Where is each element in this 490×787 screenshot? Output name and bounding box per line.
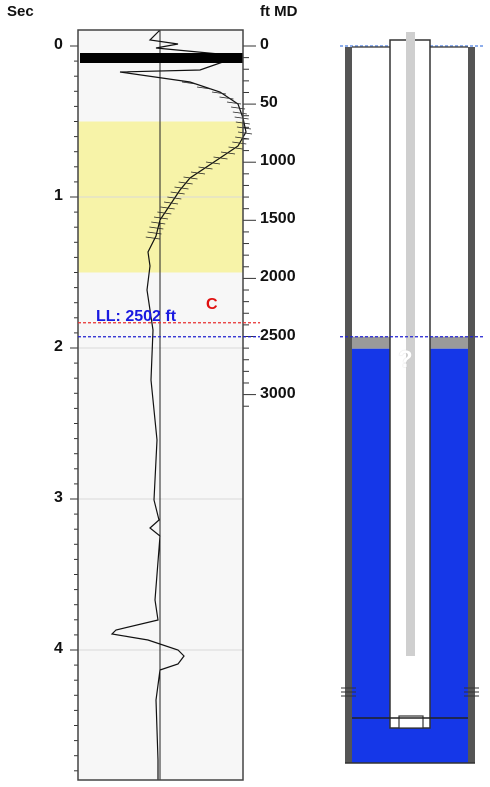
- sucker-rod: [406, 32, 415, 656]
- depth-tick-label: 3000: [260, 384, 296, 402]
- trace-hatch-mark: [232, 111, 247, 115]
- sec-tick-label: 4: [54, 640, 63, 657]
- depth-tick-label: 1000: [260, 152, 296, 170]
- trace-hatch-mark: [181, 81, 197, 85]
- trace-hatch-mark: [151, 221, 166, 225]
- sec-tick-label: 2: [54, 338, 63, 355]
- sec-tick-label: 0: [54, 36, 63, 53]
- trace-hatch-mark: [149, 226, 164, 230]
- trace-hatch-mark: [190, 171, 206, 175]
- sec-tick-label: 1: [54, 187, 63, 204]
- depth-tick-label: 50: [260, 94, 278, 112]
- trace-hatch-mark: [183, 176, 198, 180]
- trace-hatch-mark: [234, 116, 249, 120]
- depth-tick-label: 0: [260, 36, 269, 53]
- trace-hatch-mark: [196, 86, 212, 90]
- pump-icon: [398, 715, 424, 729]
- acoustic-trace-line: [110, 29, 247, 780]
- trace-hatch-mark: [157, 211, 172, 215]
- trace-hatch-mark: [235, 136, 250, 140]
- collar-marks-icon: [341, 687, 479, 697]
- trace-hatch-mark: [178, 181, 193, 185]
- trace-hatch-mark: [220, 151, 236, 155]
- unknown-pump-state-label: ?: [398, 346, 413, 373]
- trace-hatch-mark: [237, 131, 253, 135]
- depth-axis-header: ft MD: [260, 3, 298, 20]
- trace-hatch-mark: [167, 196, 182, 200]
- trace-hatch-mark: [170, 191, 185, 195]
- trace-hatch-mark: [236, 126, 251, 130]
- depth-tick-label: 2500: [260, 326, 296, 344]
- trace-hatch-mark: [228, 146, 243, 150]
- marker-c-label: C: [206, 295, 218, 313]
- depth-tick-label: 2000: [260, 268, 296, 286]
- casing-wall-left: [345, 47, 352, 763]
- sec-tick-label: 3: [54, 489, 63, 506]
- liquid-level-label: LL: 2502 ft: [96, 307, 177, 325]
- trace-hatch-mark: [163, 201, 179, 205]
- trace-hatch-mark: [153, 216, 169, 220]
- trace-hatch-mark: [145, 236, 160, 240]
- trace-panel-border: [77, 29, 244, 781]
- trace-hatch-mark: [160, 206, 175, 210]
- depth-tick-label: 1500: [260, 210, 296, 228]
- trace-hatch-mark: [147, 231, 162, 235]
- trace-hatch-mark: [198, 166, 213, 170]
- trace-hatch-mark: [174, 186, 189, 190]
- casing-wall-right: [468, 47, 475, 763]
- trace-hatch-mark: [219, 96, 234, 100]
- sec-axis-header: Sec: [7, 3, 34, 20]
- trace-hatch-mark: [211, 91, 227, 95]
- top-noise-burst: [80, 53, 243, 63]
- trace-hatch-mark: [213, 156, 228, 160]
- trace-hatch-mark: [232, 141, 247, 145]
- trace-hatch-mark: [205, 161, 221, 165]
- trace-hatch-mark: [226, 101, 242, 105]
